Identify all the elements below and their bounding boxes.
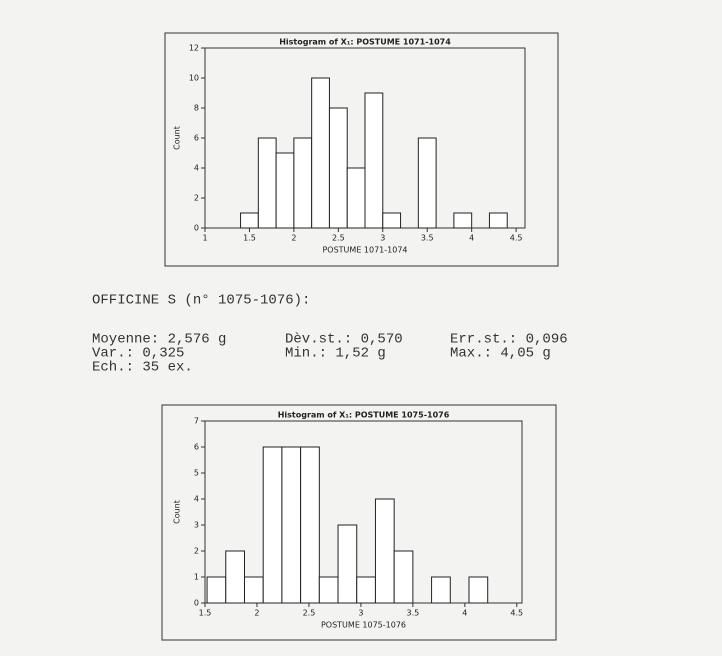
bar xyxy=(374,498,395,604)
chart-frame xyxy=(164,32,559,267)
y-tick-label: 2 xyxy=(194,547,199,556)
stat: Ech.: 35 ex. xyxy=(92,360,193,376)
bar xyxy=(311,77,330,229)
bar xyxy=(453,212,473,229)
bar xyxy=(243,576,264,604)
y-tick-label: 4 xyxy=(194,495,199,504)
x-axis-label: POSTUME 1071-1074 xyxy=(322,246,407,255)
x-tick-label: 1.5 xyxy=(243,234,256,243)
bar xyxy=(281,446,302,604)
x-tick-label: 4.5 xyxy=(510,609,523,618)
stat: Err.st.: 0,096 xyxy=(450,332,568,348)
x-tick-label: 3.5 xyxy=(421,234,434,243)
x-tick-label: 1 xyxy=(202,234,207,243)
chart-title: Histogram of X₁: POSTUME 1075-1076 xyxy=(278,411,450,420)
bar xyxy=(488,212,508,229)
y-tick-label: 0 xyxy=(194,224,199,233)
x-tick-label: 3.5 xyxy=(407,609,420,618)
x-tick-label: 2.5 xyxy=(303,609,316,618)
stat: Min.: 1,52 g xyxy=(285,346,386,362)
y-tick-label: 4 xyxy=(194,164,199,173)
bar xyxy=(275,152,295,229)
y-tick-label: 10 xyxy=(189,74,199,83)
bar xyxy=(240,212,259,229)
y-tick-label: 5 xyxy=(194,469,199,478)
x-tick-label: 1.5 xyxy=(199,609,212,618)
y-tick-label: 2 xyxy=(194,194,199,203)
y-tick-label: 6 xyxy=(194,443,199,452)
bar xyxy=(468,576,489,604)
y-tick-label: 1 xyxy=(194,573,199,582)
x-tick-label: 2.5 xyxy=(332,234,345,243)
bar xyxy=(356,576,376,604)
stat: Dèv.st.: 0,570 xyxy=(285,332,403,348)
x-tick-label: 4 xyxy=(469,234,474,243)
bar xyxy=(225,550,245,604)
bar xyxy=(337,524,358,604)
y-tick-label: 8 xyxy=(194,104,199,113)
y-tick-label: 7 xyxy=(194,417,199,426)
y-axis-label: Count xyxy=(173,126,182,150)
bar xyxy=(364,92,384,229)
stats-heading: OFFICINE S (n° 1075-1076): xyxy=(92,293,310,309)
bar xyxy=(328,107,348,229)
bar xyxy=(417,137,437,229)
stat: Var.: 0,325 xyxy=(92,346,184,362)
plot-area xyxy=(204,420,523,604)
bar xyxy=(346,167,366,229)
x-tick-label: 2 xyxy=(254,609,259,618)
bar xyxy=(257,137,277,229)
x-tick-label: 3 xyxy=(380,234,385,243)
y-tick-label: 3 xyxy=(194,521,199,530)
chart-frame xyxy=(161,404,557,641)
y-tick-label: 6 xyxy=(194,134,199,143)
stat: Max.: 4,05 g xyxy=(450,346,551,362)
x-tick-label: 3 xyxy=(358,609,363,618)
bar xyxy=(318,576,339,604)
chart-title: Histogram of X₁: POSTUME 1071-1074 xyxy=(279,38,451,47)
x-tick-label: 4.5 xyxy=(510,234,523,243)
bar xyxy=(382,212,402,229)
x-tick-label: 2 xyxy=(291,234,296,243)
y-tick-label: 0 xyxy=(194,599,199,608)
stat: Moyenne: 2,576 g xyxy=(92,332,226,348)
x-tick-label: 4 xyxy=(462,609,467,618)
x-axis-label: POSTUME 1075-1076 xyxy=(321,621,406,630)
bar xyxy=(431,576,451,604)
bar xyxy=(393,550,414,604)
bar xyxy=(300,446,320,604)
y-tick-label: 12 xyxy=(189,44,199,53)
bar xyxy=(206,576,227,604)
bar xyxy=(262,446,283,604)
bar xyxy=(293,137,313,229)
y-axis-label: Count xyxy=(173,500,182,524)
